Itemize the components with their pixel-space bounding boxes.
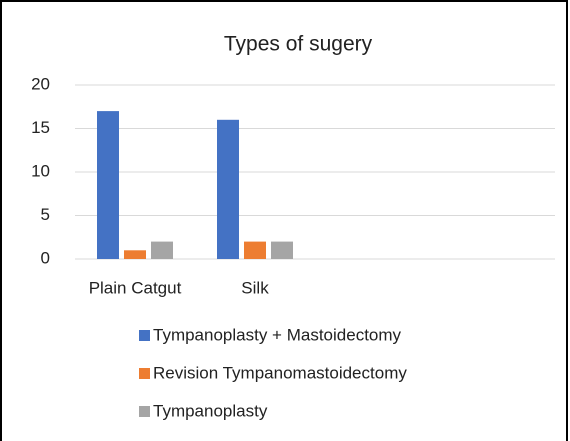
y-tick-label: 20: [31, 74, 50, 93]
legend-swatch: [139, 368, 150, 379]
bar: [217, 119, 239, 259]
y-tick-label: 0: [41, 248, 50, 267]
y-tick-label: 10: [31, 161, 50, 180]
bar: [97, 111, 119, 259]
bar: [124, 250, 146, 259]
y-tick-label: 15: [31, 118, 50, 137]
x-tick-label: Plain Catgut: [89, 278, 182, 297]
bar: [151, 241, 173, 259]
bar: [271, 241, 293, 259]
legend-label: Tympanoplasty: [153, 401, 268, 420]
chart-title: Types of sugery: [224, 33, 373, 56]
y-tick-label: 5: [41, 205, 50, 224]
bar: [244, 241, 266, 259]
legend-label: Tympanoplasty + Mastoidectomy: [153, 325, 402, 344]
legend-swatch: [139, 406, 150, 417]
legend-label: Revision Tympanomastoidectomy: [153, 363, 407, 382]
x-tick-label: Silk: [241, 278, 269, 297]
legend-swatch: [139, 330, 150, 341]
